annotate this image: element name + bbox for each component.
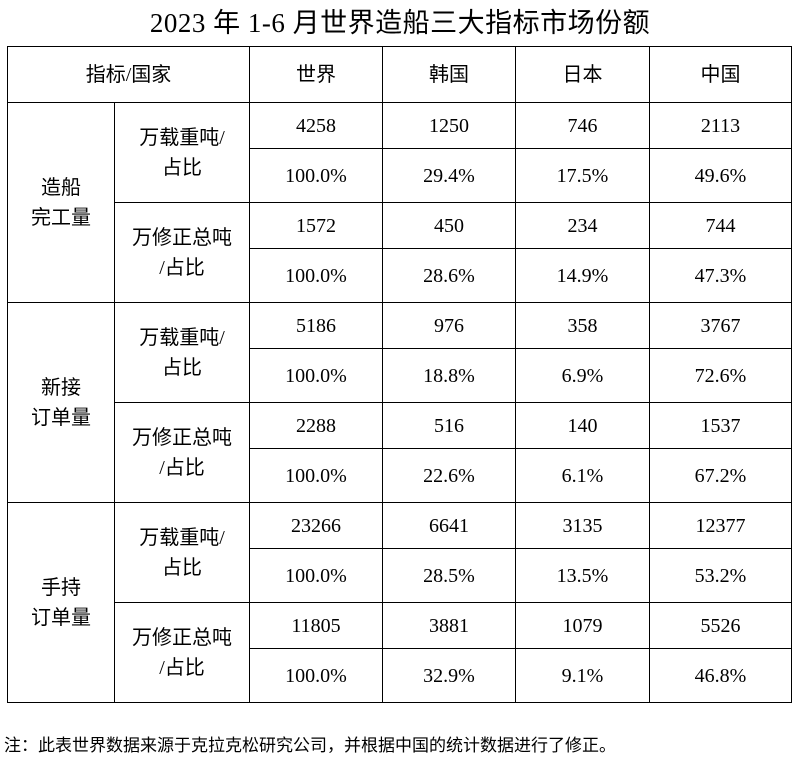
share-cell: 100.0% bbox=[249, 448, 383, 503]
table-row: 100.0% 28.6% 14.9% 47.3% bbox=[8, 248, 792, 303]
share-cell: 53.2% bbox=[649, 548, 792, 603]
value-cell: 12377 bbox=[649, 502, 792, 549]
metric-label: 万载重吨/占比 bbox=[114, 502, 250, 603]
metric-label-line2: /占比 bbox=[159, 656, 205, 679]
value-cell: 3881 bbox=[382, 602, 516, 649]
market-share-table: 指标/国家 世界 韩国 日本 中国 造船 完工量 万载重吨/占比 4258 1250 74… bbox=[7, 46, 792, 703]
share-cell: 100.0% bbox=[249, 548, 383, 603]
indicator-group-label-line1: 手持 bbox=[41, 576, 81, 599]
share-cell: 6.1% bbox=[515, 448, 650, 503]
share-cell: 47.3% bbox=[649, 248, 792, 303]
share-cell: 9.1% bbox=[515, 648, 650, 703]
table-row: 100.0% 28.5% 13.5% 53.2% bbox=[8, 548, 792, 603]
value-cell: 3135 bbox=[515, 502, 650, 549]
value-cell: 976 bbox=[382, 302, 516, 349]
value-cell: 516 bbox=[382, 402, 516, 449]
value-cell: 5526 bbox=[649, 602, 792, 649]
value-cell: 2288 bbox=[249, 402, 383, 449]
table-row: 造船 完工量 万载重吨/占比 4258 1250 746 2113 bbox=[7, 102, 792, 303]
value-cell: 3767 bbox=[649, 302, 792, 349]
metric-label-line1: 万载重吨/ bbox=[139, 126, 225, 149]
share-cell: 28.6% bbox=[382, 248, 516, 303]
metric-label-line1: 万修正总吨 bbox=[132, 626, 232, 649]
metric-label: 万载重吨/占比 bbox=[114, 302, 250, 403]
value-cell: 1572 bbox=[249, 202, 383, 249]
share-cell: 28.5% bbox=[382, 548, 516, 603]
share-cell: 13.5% bbox=[515, 548, 650, 603]
header-korea: 韩国 bbox=[382, 46, 516, 103]
table-row: 100.0% 29.4% 17.5% 49.6% bbox=[8, 148, 792, 203]
share-cell: 100.0% bbox=[249, 348, 383, 403]
footnote: 注：此表世界数据来源于克拉克松研究公司，并根据中国的统计数据进行了修正。 bbox=[4, 736, 616, 755]
table-row: 万修正总吨/占比 11805 3881 1079 5526 bbox=[8, 602, 792, 703]
indicator-group-label-line1: 造船 bbox=[41, 176, 81, 199]
table-row: 100.0% 18.8% 6.9% 72.6% bbox=[8, 348, 792, 403]
value-cell: 2113 bbox=[649, 102, 792, 149]
value-cell: 140 bbox=[515, 402, 650, 449]
indicator-group-label-line2: 订单量 bbox=[31, 606, 91, 629]
header-indicator-country: 指标/国家 bbox=[7, 46, 250, 103]
metric-label: 万修正总吨/占比 bbox=[114, 202, 250, 303]
metric-label: 万修正总吨/占比 bbox=[114, 602, 250, 703]
value-cell: 358 bbox=[515, 302, 650, 349]
table-row: 新接 订单量 万载重吨/占比 5186 976 358 3767 bbox=[7, 302, 792, 503]
indicator-group-label-line1: 新接 bbox=[41, 376, 81, 399]
metric-label-line2: /占比 bbox=[159, 256, 205, 279]
page-title: 2023 年 1-6 月世界造船三大指标市场份额 bbox=[149, 8, 651, 38]
share-cell: 100.0% bbox=[249, 248, 383, 303]
share-cell: 29.4% bbox=[382, 148, 516, 203]
share-cell: 100.0% bbox=[249, 648, 383, 703]
indicator-group-label-line2: 完工量 bbox=[31, 206, 91, 229]
indicator-group-label: 手持 订单量 bbox=[7, 502, 115, 703]
indicator-group-label-line2: 订单量 bbox=[31, 406, 91, 429]
value-cell: 5186 bbox=[249, 302, 383, 349]
metric-label-line1: 万修正总吨 bbox=[132, 426, 232, 449]
value-cell: 1250 bbox=[382, 102, 516, 149]
metric-label-line1: 万载重吨/ bbox=[139, 326, 225, 349]
value-cell: 23266 bbox=[249, 502, 383, 549]
indicator-group-label: 新接 订单量 bbox=[7, 302, 115, 503]
share-cell: 46.8% bbox=[649, 648, 792, 703]
table-row: 手持 订单量 万载重吨/占比 23266 6641 3135 12377 bbox=[7, 502, 792, 703]
value-cell: 234 bbox=[515, 202, 650, 249]
header-china: 中国 bbox=[649, 46, 792, 103]
header-world: 世界 bbox=[249, 46, 383, 103]
share-cell: 67.2% bbox=[649, 448, 792, 503]
value-cell: 1537 bbox=[649, 402, 792, 449]
table-row: 万修正总吨/占比 1572 450 234 744 bbox=[8, 202, 792, 303]
metric-label-line1: 万修正总吨 bbox=[132, 226, 232, 249]
metric-label-line2: 占比 bbox=[162, 156, 202, 179]
metric-label: 万载重吨/占比 bbox=[114, 102, 250, 203]
share-cell: 17.5% bbox=[515, 148, 650, 203]
table-row: 100.0% 22.6% 6.1% 67.2% bbox=[8, 448, 792, 503]
share-cell: 49.6% bbox=[649, 148, 792, 203]
metric-label: 万修正总吨/占比 bbox=[114, 402, 250, 503]
share-cell: 14.9% bbox=[515, 248, 650, 303]
table-row: 100.0% 32.9% 9.1% 46.8% bbox=[8, 648, 792, 703]
value-cell: 744 bbox=[649, 202, 792, 249]
value-cell: 6641 bbox=[382, 502, 516, 549]
share-cell: 32.9% bbox=[382, 648, 516, 703]
metric-label-line1: 万载重吨/ bbox=[139, 526, 225, 549]
metric-label-line2: 占比 bbox=[162, 556, 202, 579]
share-cell: 22.6% bbox=[382, 448, 516, 503]
indicator-group-label: 造船 完工量 bbox=[7, 102, 115, 303]
header-japan: 日本 bbox=[515, 46, 650, 103]
table-row: 万修正总吨/占比 2288 516 140 1537 bbox=[8, 402, 792, 503]
value-cell: 11805 bbox=[249, 602, 383, 649]
metric-label-line2: /占比 bbox=[159, 456, 205, 479]
share-cell: 6.9% bbox=[515, 348, 650, 403]
value-cell: 450 bbox=[382, 202, 516, 249]
share-cell: 18.8% bbox=[382, 348, 516, 403]
share-cell: 100.0% bbox=[249, 148, 383, 203]
metric-label-line2: 占比 bbox=[162, 356, 202, 379]
share-cell: 72.6% bbox=[649, 348, 792, 403]
value-cell: 4258 bbox=[249, 102, 383, 149]
value-cell: 1079 bbox=[515, 602, 650, 649]
header-row: 指标/国家 世界 韩国 日本 中国 bbox=[7, 46, 792, 103]
value-cell: 746 bbox=[515, 102, 650, 149]
